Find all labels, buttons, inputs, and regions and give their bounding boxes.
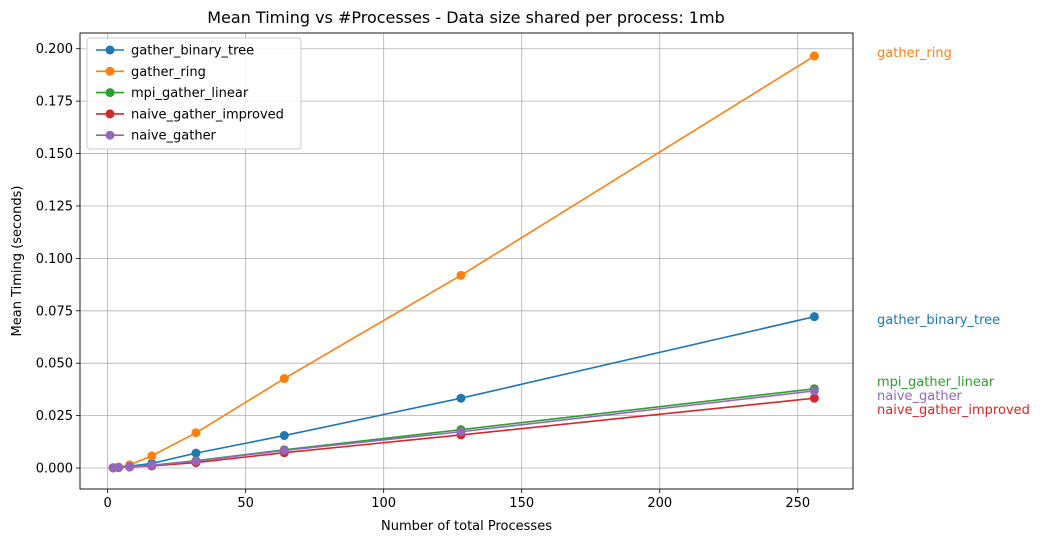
legend-box bbox=[86, 37, 302, 150]
y-tick-label: 0.100 bbox=[36, 252, 73, 267]
data-point bbox=[809, 393, 819, 403]
legend-swatch-marker bbox=[105, 88, 115, 98]
data-point bbox=[279, 431, 289, 441]
x-tick-label: 0 bbox=[103, 496, 111, 511]
legend-item: gather_binary_tree bbox=[96, 44, 254, 59]
y-tick-label: 0.150 bbox=[36, 147, 73, 162]
legend-item: gather_ring bbox=[96, 65, 206, 80]
grid bbox=[80, 33, 853, 489]
y-axis: 0.000 0.025 0.050 0.075 0.100 0.125 0.150 0.175… bbox=[36, 42, 80, 477]
x-axis: 0 50 100 150 200 250 bbox=[103, 489, 810, 511]
legend-swatch-marker bbox=[105, 130, 115, 140]
y-tick-label: 0.175 bbox=[36, 95, 73, 110]
x-tick-label: 250 bbox=[785, 496, 810, 511]
data-point bbox=[191, 428, 201, 438]
legend-item: naive_gather_improved bbox=[96, 107, 284, 122]
end-labels: gather_ring gather_binary_tree mpi_gather_… bbox=[877, 46, 1030, 418]
plot-frame bbox=[79, 32, 854, 490]
x-tick-label: 150 bbox=[509, 496, 534, 511]
data-point bbox=[809, 386, 819, 396]
y-tick-label: 0.125 bbox=[36, 199, 73, 214]
data-point bbox=[279, 374, 289, 384]
x-tick-label: 50 bbox=[237, 496, 254, 511]
end-label: mpi_gather_linear bbox=[877, 375, 995, 390]
data-point bbox=[809, 51, 819, 61]
data-point bbox=[191, 456, 201, 466]
data-point bbox=[147, 451, 157, 461]
legend-item: mpi_gather_linear bbox=[96, 86, 249, 101]
series-line bbox=[113, 315, 815, 469]
y-tick-label: 0.050 bbox=[36, 357, 73, 372]
data-point bbox=[809, 312, 819, 322]
end-label: gather_binary_tree bbox=[877, 313, 1000, 328]
legend-label: gather_binary_tree bbox=[131, 44, 254, 59]
data-point bbox=[456, 270, 466, 280]
data-point bbox=[191, 448, 201, 458]
legend-label: naive_gather_improved bbox=[131, 107, 284, 122]
x-tick-label: 200 bbox=[647, 496, 672, 511]
y-axis-title: Mean Timing (seconds) bbox=[10, 186, 25, 337]
data-point bbox=[279, 445, 289, 455]
legend-label: gather_ring bbox=[131, 65, 206, 80]
legend-swatch-marker bbox=[105, 109, 115, 119]
end-label: gather_ring bbox=[877, 46, 952, 61]
chart-title: Mean Timing vs #Processes - Data size sh… bbox=[207, 8, 724, 27]
x-tick-label: 100 bbox=[371, 496, 396, 511]
series-group bbox=[108, 51, 819, 473]
y-tick-label: 0.025 bbox=[36, 409, 73, 424]
end-label: naive_gather_improved bbox=[877, 403, 1030, 418]
y-tick-label: 0.075 bbox=[36, 304, 73, 319]
legend-swatch-marker bbox=[105, 66, 115, 76]
series-naive_gather bbox=[108, 386, 819, 473]
data-point bbox=[456, 427, 466, 437]
legend-label: naive_gather bbox=[131, 129, 217, 144]
legend-label: mpi_gather_linear bbox=[131, 86, 249, 101]
y-tick-label: 0.000 bbox=[36, 462, 73, 477]
data-point bbox=[456, 393, 466, 403]
x-axis-title: Number of total Processes bbox=[381, 519, 552, 534]
data-point bbox=[147, 460, 157, 470]
end-label: naive_gather bbox=[877, 389, 963, 404]
data-point bbox=[125, 462, 135, 472]
legend-item: naive_gather bbox=[96, 129, 217, 144]
data-point bbox=[114, 463, 124, 473]
legend-swatch-marker bbox=[105, 45, 115, 55]
series-gather_binary_tree bbox=[108, 312, 819, 473]
legend: gather_binary_tree gather_ring mpi_gather_… bbox=[86, 37, 302, 150]
y-tick-label: 0.200 bbox=[36, 42, 73, 57]
